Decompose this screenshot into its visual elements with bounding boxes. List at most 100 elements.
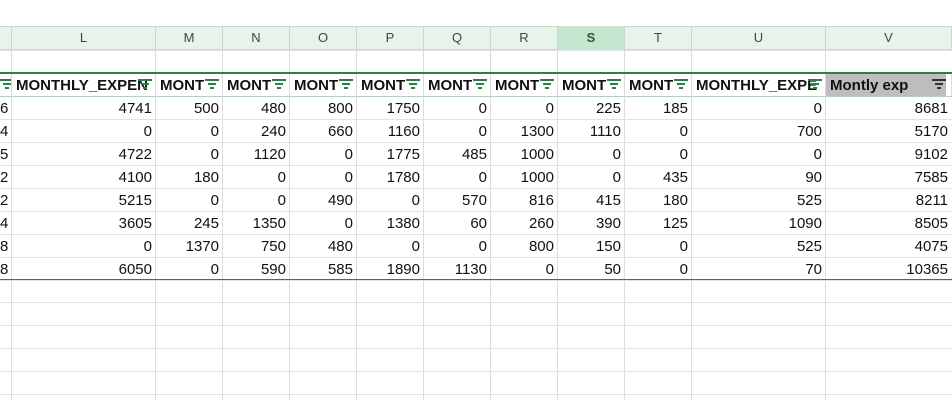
table-cell[interactable]: 1380 bbox=[386, 215, 420, 232]
table-cell[interactable]: 525 bbox=[796, 192, 822, 209]
filter-icon[interactable] bbox=[272, 79, 286, 91]
table-cell[interactable]: 0 bbox=[478, 123, 487, 140]
table-cell[interactable]: 5215 bbox=[118, 192, 152, 209]
table-cell[interactable]: 490 bbox=[327, 192, 353, 209]
table-cell[interactable]: 816 bbox=[528, 192, 554, 209]
table-cell[interactable]: 0 bbox=[210, 146, 219, 163]
table-cell[interactable]: 150 bbox=[595, 238, 621, 255]
table-cell[interactable]: 525 bbox=[796, 238, 822, 255]
column-header-s[interactable]: S bbox=[558, 26, 625, 50]
table-cell[interactable]: 3605 bbox=[118, 215, 152, 232]
column-header-m[interactable]: M bbox=[156, 26, 223, 50]
table-header-prev[interactable] bbox=[0, 74, 12, 97]
table-cell[interactable]: 50 bbox=[604, 261, 621, 278]
table-cell[interactable]: 240 bbox=[260, 123, 286, 140]
filter-icon[interactable] bbox=[607, 79, 621, 91]
table-cell[interactable]: 1780 bbox=[386, 169, 420, 186]
table-cell[interactable]: 5170 bbox=[914, 123, 948, 140]
table-cell[interactable]: 0 bbox=[679, 123, 688, 140]
table-cell[interactable]: 0 bbox=[612, 169, 621, 186]
table-header-r[interactable]: MONT bbox=[491, 74, 558, 97]
table-cell[interactable]: 1775 bbox=[386, 146, 420, 163]
table-header-v[interactable]: Montly exp bbox=[826, 74, 952, 97]
table-cell[interactable]: 0 bbox=[344, 215, 353, 232]
table-cell[interactable]: 1110 bbox=[589, 123, 621, 140]
table-cell[interactable]: 8681 bbox=[914, 100, 948, 117]
table-cell[interactable]: 125 bbox=[662, 215, 688, 232]
column-header-q[interactable]: Q bbox=[424, 26, 491, 50]
filter-icon[interactable] bbox=[138, 79, 152, 91]
table-cell[interactable]: 0 bbox=[478, 100, 487, 117]
table-header-o[interactable]: MONT bbox=[290, 74, 357, 97]
table-cell[interactable]: 10365 bbox=[906, 261, 948, 278]
column-header-prev[interactable] bbox=[0, 26, 12, 50]
table-cell[interactable]: 0 bbox=[679, 146, 688, 163]
table-cell[interactable]: 0 bbox=[277, 169, 286, 186]
filter-icon[interactable] bbox=[808, 79, 822, 91]
table-cell[interactable]: 8211 bbox=[915, 192, 948, 209]
table-cell[interactable]: 4075 bbox=[914, 238, 948, 255]
table-cell[interactable]: 0 bbox=[545, 261, 554, 278]
table-cell[interactable]: 260 bbox=[528, 215, 554, 232]
table-header-m[interactable]: MONT bbox=[156, 74, 223, 97]
table-cell[interactable]: 480 bbox=[327, 238, 353, 255]
table-cell[interactable]: 390 bbox=[595, 215, 621, 232]
table-cell[interactable]: 180 bbox=[662, 192, 688, 209]
table-cell[interactable]: 0 bbox=[411, 238, 420, 255]
table-cell[interactable]: 0 bbox=[210, 192, 219, 209]
filter-icon[interactable] bbox=[932, 79, 946, 91]
table-cell[interactable]: 0 bbox=[344, 169, 353, 186]
table-header-s[interactable]: MONT bbox=[558, 74, 625, 97]
table-cell[interactable]: 0 bbox=[478, 238, 487, 255]
table-cell[interactable]: 0 bbox=[143, 123, 152, 140]
table-cell[interactable]: 180 bbox=[193, 169, 219, 186]
table-cell[interactable]: 570 bbox=[461, 192, 487, 209]
table-cell[interactable]: 245 bbox=[193, 215, 219, 232]
table-cell[interactable]: 6 bbox=[0, 100, 9, 117]
table-cell[interactable]: 8505 bbox=[914, 215, 948, 232]
table-cell[interactable]: 0 bbox=[813, 100, 822, 117]
table-cell[interactable]: 90 bbox=[805, 169, 822, 186]
column-header-l[interactable]: L bbox=[12, 26, 156, 50]
column-header-p[interactable]: P bbox=[357, 26, 424, 50]
table-cell[interactable]: 4 bbox=[0, 215, 9, 232]
table-cell[interactable]: 2 bbox=[0, 169, 9, 186]
table-cell[interactable]: 0 bbox=[210, 261, 219, 278]
filter-icon[interactable] bbox=[473, 79, 487, 91]
filter-icon[interactable] bbox=[205, 79, 219, 91]
table-cell[interactable]: 585 bbox=[327, 261, 353, 278]
table-cell[interactable]: 0 bbox=[210, 123, 219, 140]
table-cell[interactable]: 1000 bbox=[520, 169, 554, 186]
filter-icon[interactable] bbox=[674, 79, 688, 91]
table-cell[interactable]: 800 bbox=[327, 100, 353, 117]
table-cell[interactable]: 590 bbox=[260, 261, 286, 278]
table-cell[interactable]: 0 bbox=[143, 238, 152, 255]
table-cell[interactable]: 9102 bbox=[914, 146, 948, 163]
table-cell[interactable]: 7585 bbox=[914, 169, 948, 186]
table-cell[interactable]: 2 bbox=[0, 192, 9, 209]
table-header-q[interactable]: MONT bbox=[424, 74, 491, 97]
table-header-t[interactable]: MONT bbox=[625, 74, 692, 97]
table-cell[interactable]: 0 bbox=[813, 146, 822, 163]
table-cell[interactable]: 750 bbox=[260, 238, 286, 255]
table-cell[interactable]: 225 bbox=[595, 100, 621, 117]
table-cell[interactable]: 4 bbox=[0, 123, 9, 140]
filter-icon[interactable] bbox=[406, 79, 420, 91]
table-cell[interactable]: 5 bbox=[0, 146, 9, 163]
table-cell[interactable]: 4741 bbox=[118, 100, 152, 117]
table-cell[interactable]: 4100 bbox=[118, 169, 152, 186]
table-cell[interactable]: 500 bbox=[193, 100, 219, 117]
table-header-n[interactable]: MONT bbox=[223, 74, 290, 97]
table-cell[interactable]: 60 bbox=[470, 215, 487, 232]
table-cell[interactable]: 1090 bbox=[788, 215, 822, 232]
filter-icon[interactable] bbox=[0, 79, 11, 91]
table-cell[interactable]: 1130 bbox=[454, 261, 487, 278]
table-cell[interactable]: 1750 bbox=[386, 100, 420, 117]
column-header-r[interactable]: R bbox=[491, 26, 558, 50]
table-cell[interactable]: 1370 bbox=[185, 238, 219, 255]
table-header-p[interactable]: MONT bbox=[357, 74, 424, 97]
column-header-v[interactable]: V bbox=[826, 26, 952, 50]
table-cell[interactable]: 70 bbox=[805, 261, 822, 278]
table-cell[interactable]: 1350 bbox=[252, 215, 286, 232]
